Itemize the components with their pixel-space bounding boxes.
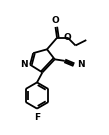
Text: N: N: [77, 60, 85, 69]
Text: N: N: [20, 60, 28, 69]
Text: F: F: [34, 113, 40, 122]
Text: O: O: [64, 33, 72, 42]
Text: O: O: [52, 16, 59, 25]
